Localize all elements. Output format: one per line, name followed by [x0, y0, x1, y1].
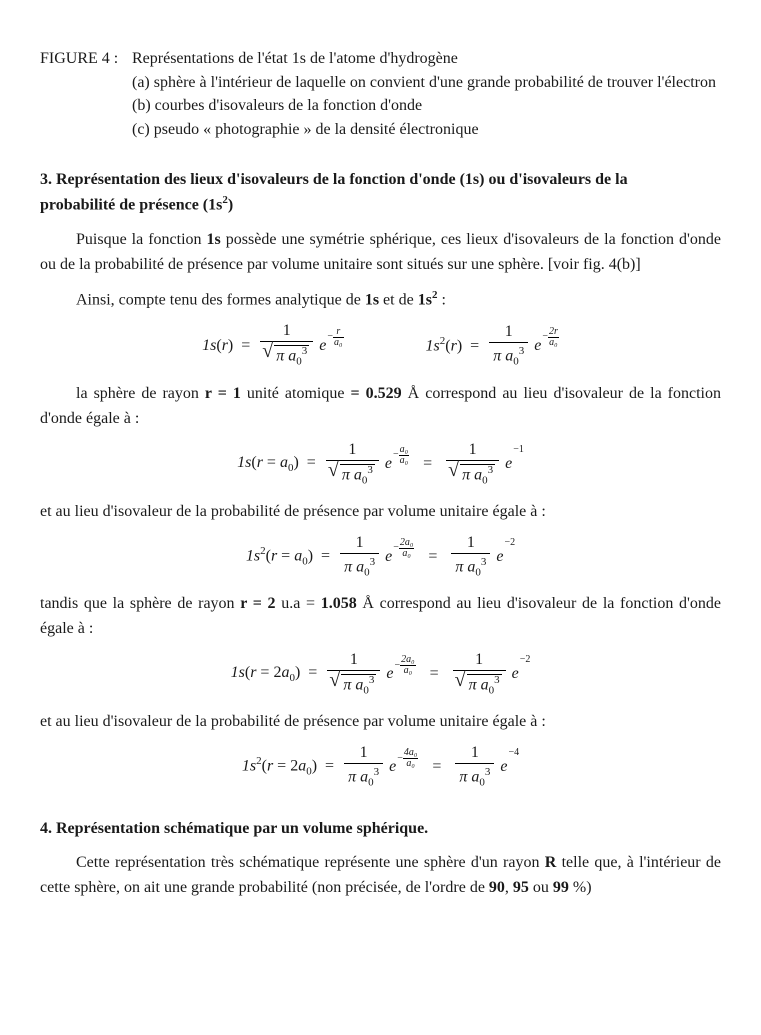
s3p2-b: 1s: [365, 292, 379, 309]
f2e1d: a₀: [399, 456, 409, 466]
figure-caption-line: FIGURE 4 : Représentations de l'état 1s …: [40, 48, 721, 70]
mid-para-1: la sphère de rayon r = 1 unité atomique …: [40, 382, 721, 432]
s3p2-e: :: [437, 292, 445, 309]
formula-5: 1s2(r = 2a0) = 1 π a03 e−4a₀a₀ = 1 π a03…: [40, 745, 721, 789]
figure-item-b: (b) courbes d'isovaleurs de la fonction …: [132, 95, 721, 117]
section-3-heading: 3. Représentation des lieux d'isovaleurs…: [40, 168, 721, 217]
m3d: 1.058: [321, 595, 357, 612]
figure-item-c: (c) pseudo « photographie » de la densit…: [132, 119, 721, 141]
f4e2: −2: [520, 655, 531, 665]
f5d1s: 0: [368, 777, 374, 789]
f4d1: π a: [343, 676, 363, 693]
f4d1p: 3: [369, 674, 375, 686]
f1-lden: π a: [276, 348, 296, 365]
section-4-heading: 4. Représentation schématique par un vol…: [40, 817, 721, 841]
figure-item-a: (a) sphère à l'intérieur de laquelle on …: [132, 72, 721, 94]
m1c: unité atomique: [241, 385, 351, 402]
s4a: Cette représentation très schématique re…: [76, 854, 545, 871]
f2n2: 1: [446, 442, 499, 461]
m3a: tandis que la sphère de rayon: [40, 595, 240, 612]
f1-rdensub: 0: [513, 355, 519, 367]
f3e1d: a₀: [399, 549, 414, 559]
s3p1-b: 1s: [207, 231, 221, 248]
f3d1: π a: [344, 558, 364, 575]
f3n2: 1: [451, 535, 490, 554]
formula-4: 1s(r = 2a0) = 1 π a03 e−2a₀a₀ = 1 π a03 …: [40, 652, 721, 697]
page: { "figure": { "label": "FIGURE 4 :", "ti…: [0, 0, 761, 1035]
m1a: la sphère de rayon: [76, 385, 205, 402]
f1-rexpd: a₀: [548, 338, 559, 348]
mid-para-4: et au lieu d'isovaleur de la probabilité…: [40, 710, 721, 735]
formula-1: 1s(r) = 1 π a03 e−ra₀ 1s2(r) = 1 π a03 e…: [40, 323, 721, 368]
section-3-heading-line2b: ): [228, 197, 233, 214]
section3-para1: Puisque la fonction 1s possède une symét…: [40, 228, 721, 278]
figure-label: FIGURE 4 :: [40, 48, 132, 70]
f3n1: 1: [340, 535, 379, 554]
f5e2: −4: [508, 748, 519, 758]
figure-items-list: (a) sphère à l'intérieur de laquelle on …: [132, 72, 721, 141]
f1-rden: π a: [493, 347, 513, 364]
s4f: 95: [513, 879, 529, 896]
f2d1: π a: [342, 466, 362, 483]
f5d1: π a: [348, 769, 368, 786]
f2d2: π a: [462, 466, 482, 483]
m1d: = 0.529: [350, 385, 401, 402]
s4e: ,: [505, 879, 513, 896]
f5n1: 1: [344, 745, 383, 764]
f5d2s: 0: [479, 777, 485, 789]
s4h: 99: [553, 879, 569, 896]
f2d2s: 0: [482, 474, 488, 486]
m1b: r = 1: [205, 385, 241, 402]
s3p2-a: Ainsi, compte tenu des formes analytique…: [76, 292, 365, 309]
section3-para2: Ainsi, compte tenu des formes analytique…: [40, 287, 721, 313]
f1-ldensup: 3: [302, 345, 308, 357]
f5d2: π a: [459, 769, 479, 786]
figure-title: Représentations de l'état 1s de l'atome …: [132, 48, 458, 70]
f5d2p: 3: [485, 766, 491, 778]
f5n2: 1: [455, 745, 494, 764]
s4g: ou: [529, 879, 553, 896]
mid-para-2: et au lieu d'isovaleur de la probabilité…: [40, 500, 721, 525]
mid-para-3: tandis que la sphère de rayon r = 2 u.a …: [40, 592, 721, 642]
formula-3: 1s2(r = a0) = 1 π a03 e−2a₀a₀ = 1 π a03 …: [40, 535, 721, 579]
f3d1s: 0: [364, 566, 370, 578]
f1-rnum: 1: [489, 324, 528, 343]
s3p2-d: 1s: [418, 292, 432, 309]
f4e1d: a₀: [400, 666, 415, 676]
m3b: r = 2: [240, 595, 275, 612]
f1-lexpd: a₀: [333, 338, 343, 348]
f1-rdensup: 3: [519, 345, 525, 357]
f2d1p: 3: [367, 464, 373, 476]
f1-ldensub: 0: [296, 356, 302, 368]
f4d2s: 0: [489, 684, 495, 696]
s3p2-c: et de: [379, 292, 418, 309]
formula-2: 1s(r = a0) = 1 π a03 e−a₀a₀ = 1 π a03 e−…: [40, 442, 721, 487]
s4d: 90: [489, 879, 505, 896]
section-3-heading-line1: 3. Représentation des lieux d'isovaleurs…: [40, 171, 628, 188]
f4d1s: 0: [363, 684, 369, 696]
m3c: u.a =: [276, 595, 321, 612]
s3p1-a: Puisque la fonction: [76, 231, 207, 248]
section-3-heading-line2a: probabilité de présence (1s: [40, 197, 222, 214]
f5e1d: a₀: [403, 759, 418, 769]
f2n1: 1: [326, 442, 379, 461]
f4d2: π a: [469, 676, 489, 693]
s4b: R: [545, 854, 557, 871]
f3d2s: 0: [475, 566, 481, 578]
f3d2p: 3: [481, 556, 487, 568]
f2e2: −1: [513, 445, 524, 455]
f3d1p: 3: [370, 556, 376, 568]
f5d1p: 3: [374, 766, 380, 778]
f2d2p: 3: [488, 464, 494, 476]
f4d2p: 3: [494, 674, 500, 686]
f3e2: −2: [504, 538, 515, 548]
f3d2: π a: [455, 558, 475, 575]
s4i: %): [569, 879, 592, 896]
section4-para1: Cette représentation très schématique re…: [40, 851, 721, 901]
